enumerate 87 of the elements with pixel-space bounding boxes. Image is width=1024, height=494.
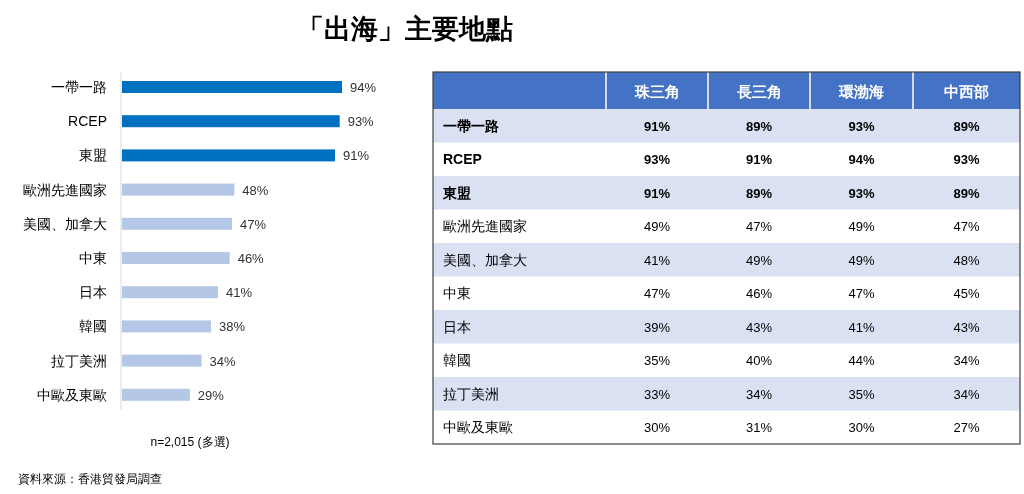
y-tick-label: 日本: [79, 284, 107, 301]
data-label: 35%: [848, 386, 875, 402]
y-tick-label: 中東: [79, 250, 107, 266]
text: 「出海」主要地點: [297, 14, 513, 44]
data-label: 30%: [643, 420, 671, 436]
data-label: 33%: [643, 386, 671, 402]
data-label: 47%: [848, 286, 875, 302]
y-tick-label: 美國、加拿大: [23, 215, 107, 232]
bar: [122, 217, 232, 230]
data-label: 89%: [745, 118, 773, 134]
bar: [122, 81, 342, 93]
y-tick-label: 東盟: [442, 184, 471, 201]
data-label: 41%: [643, 252, 671, 268]
y-tick-label: 一帶一路: [51, 79, 107, 95]
data-label: 91%: [745, 152, 773, 168]
data-label: 49%: [848, 252, 875, 268]
data-label: 48%: [953, 252, 980, 268]
y-tick-label: RCEP: [68, 113, 107, 130]
data-label: 91%: [342, 148, 370, 164]
data-label: 38%: [218, 319, 246, 335]
data-label: 46%: [745, 286, 773, 302]
data-label: 47%: [745, 219, 773, 235]
data-label: 91%: [643, 118, 671, 134]
y-tick-label: 中歐及東歐: [443, 419, 513, 436]
y-tick-label: 美國、加拿大: [443, 251, 527, 268]
bar: [122, 388, 190, 401]
y-tick-label: 日本: [443, 318, 471, 335]
data-label: 93%: [953, 152, 980, 168]
x-tick-label: 珠三角: [633, 82, 680, 100]
data-label: 43%: [953, 319, 980, 335]
data-label: 41%: [848, 319, 875, 335]
y-tick-label: 一帶一路: [443, 117, 499, 134]
data-label: 43%: [745, 319, 773, 335]
bar: [122, 252, 230, 264]
data-label: 34%: [745, 386, 773, 402]
y-tick-label: 韓國: [79, 318, 107, 335]
bar: [122, 320, 211, 333]
data-label: 30%: [848, 420, 875, 436]
y-tick-label: 韓國: [443, 352, 471, 369]
data-label: 46%: [237, 251, 265, 266]
data-label: 89%: [953, 118, 980, 134]
data-label: 27%: [953, 420, 980, 436]
data-label: 93%: [848, 118, 875, 134]
data-label: 89%: [953, 185, 980, 201]
x-tick-label: 中西部: [944, 82, 989, 100]
data-label: 47%: [953, 219, 980, 235]
data-label: 34%: [209, 353, 237, 369]
source-note: 資料來源：香港貿發局調查: [18, 472, 162, 486]
y-tick-label: 拉丁美洲: [51, 352, 107, 369]
bar: [122, 354, 202, 367]
data-label: 89%: [745, 185, 773, 201]
data-label: 47%: [240, 216, 267, 232]
data-label: 41%: [225, 285, 253, 301]
bar: [122, 149, 335, 162]
data-label: 40%: [745, 353, 773, 369]
bar: [122, 286, 218, 299]
bar: [122, 115, 340, 128]
data-label: 44%: [848, 353, 875, 369]
data-label: 47%: [643, 286, 671, 302]
x-tick-label: 長三角: [735, 82, 782, 100]
data-label: 34%: [953, 386, 980, 402]
data-label: 34%: [953, 353, 980, 369]
y-tick-label: 中歐及東歐: [37, 386, 107, 403]
y-tick-label: RCEP: [443, 151, 482, 168]
data-label: 29%: [197, 387, 225, 403]
data-label: 93%: [643, 152, 671, 168]
data-label: 31%: [745, 420, 773, 436]
data-label: 39%: [643, 319, 671, 335]
text: n=2,015 (多選): [150, 435, 230, 449]
x-tick-label: 環渤海: [838, 82, 884, 100]
data-label: 93%: [347, 114, 375, 130]
data-label: 35%: [643, 353, 671, 369]
data-label: 91%: [643, 185, 671, 201]
y-tick-label: 歐洲先進國家: [443, 218, 527, 235]
data-label: 94%: [848, 152, 875, 168]
bar: [122, 183, 235, 196]
data-label: 45%: [953, 286, 980, 302]
data-label: 49%: [745, 252, 773, 268]
y-tick-label: 中東: [443, 285, 471, 302]
data-label: 49%: [848, 219, 875, 235]
y-tick-label: 東盟: [79, 147, 107, 164]
data-label: 48%: [242, 182, 269, 198]
y-tick-label: 拉丁美洲: [443, 385, 499, 402]
data-label: 49%: [643, 219, 671, 235]
y-tick-label: 歐洲先進國家: [23, 181, 107, 198]
data-label: 93%: [848, 185, 875, 201]
data-label: 94%: [350, 80, 377, 95]
